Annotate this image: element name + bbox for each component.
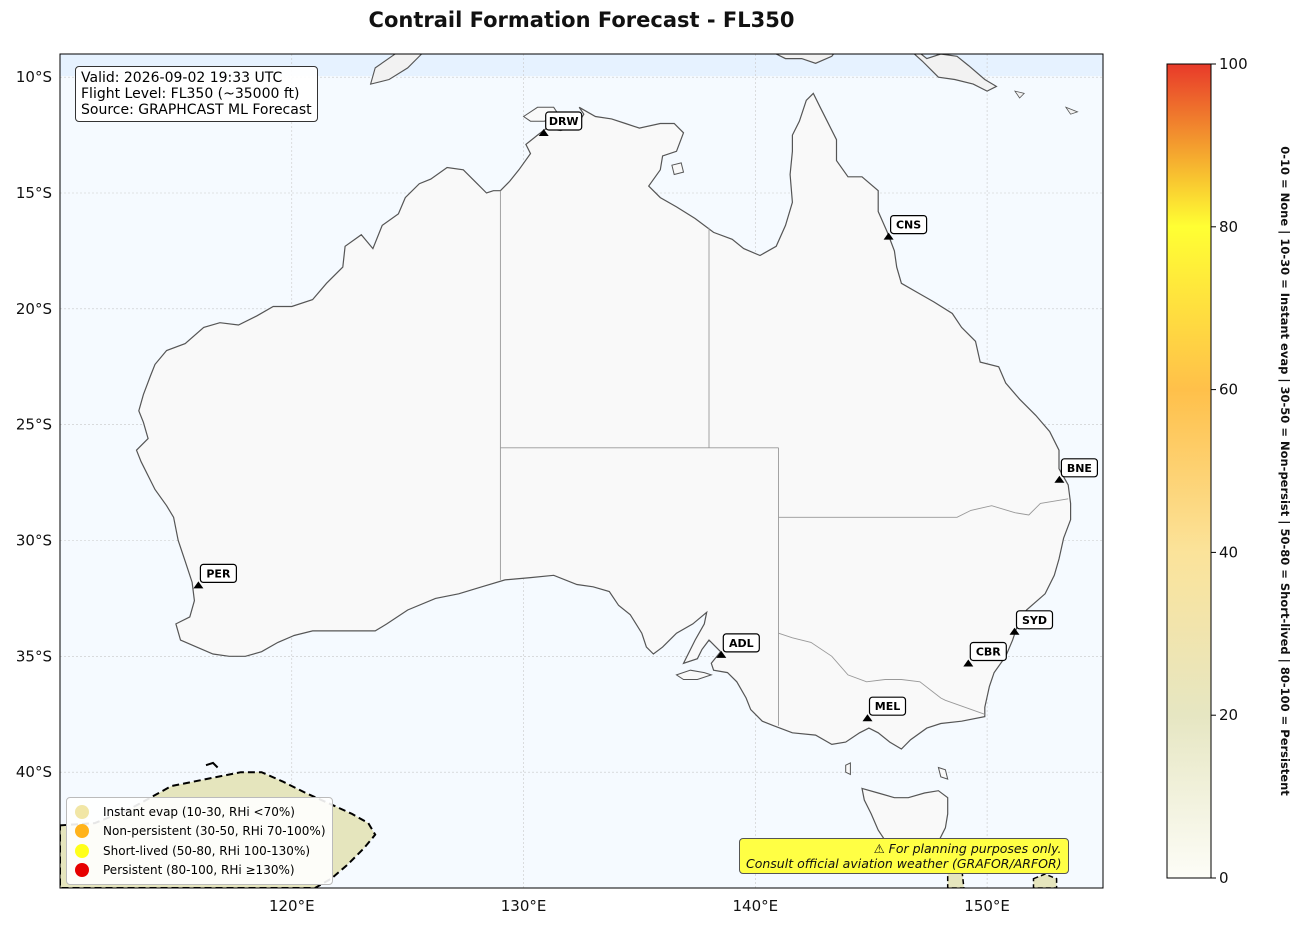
- lat-tick-label: 15°S: [16, 184, 52, 202]
- airport-bne[interactable]: BNE: [1054, 458, 1099, 483]
- airport-label-box: [1060, 458, 1099, 478]
- airport-marker-icon: [963, 659, 974, 667]
- legend-item-non-persistent: Non-persistent (30-50, RHi 70-100%): [75, 822, 326, 842]
- airport-marker-icon: [1009, 627, 1020, 635]
- disclaimer-line-2: Consult official aviation weather (GRAFO…: [746, 856, 1062, 871]
- australia-mainland: [135, 92, 1072, 750]
- airport-marker-icon: [883, 232, 894, 240]
- colorbar-tick-label: 60: [1219, 381, 1238, 399]
- colorbar-tick-label: 0: [1219, 869, 1229, 887]
- flinders-island: [937, 766, 949, 780]
- lon-tick-label: 130°E: [501, 897, 547, 915]
- legend-swatch: [75, 843, 89, 858]
- info-flight-level: Flight Level: FL350 (~35000 ft): [81, 86, 300, 102]
- info-valid: Valid: 2026-09-02 19:33 UTC: [81, 70, 283, 86]
- lon-tick-label: 140°E: [733, 897, 779, 915]
- lat-tick-label: 30°S: [16, 532, 52, 550]
- lon-tick-label: 120°E: [269, 897, 315, 915]
- lat-tick-label: 10°S: [16, 68, 52, 86]
- legend-swatch: [75, 863, 89, 878]
- legend-swatch: [75, 824, 89, 839]
- state-border-qld-nsw: [778, 498, 1069, 518]
- airport-label-box: [868, 696, 907, 716]
- info-source: Source: GRAPHCAST ML Forecast: [81, 102, 312, 118]
- top-band: [60, 54, 1103, 76]
- airport-label-box: [545, 111, 583, 131]
- airport-label-box: [969, 641, 1007, 662]
- airport-marker-icon: [716, 650, 727, 658]
- kangaroo-island: [675, 669, 713, 680]
- lon-tick-label: 150°E: [964, 897, 1010, 915]
- contrail-region-fragment: [205, 761, 219, 769]
- contrail-region-fragment: [1032, 873, 1058, 888]
- airport-label: ADL: [729, 637, 754, 650]
- airport-label: CNS: [896, 219, 921, 232]
- airport-adl[interactable]: ADL: [716, 633, 760, 658]
- airport-label: CBR: [976, 646, 1001, 659]
- chart-title: Contrail Formation Forecast - FL350: [368, 8, 795, 32]
- lat-tick-label: 40°S: [16, 763, 52, 781]
- legend-item-persistent: Persistent (80-100, RHi ≥130%): [75, 861, 326, 881]
- airport-label: PER: [206, 567, 231, 580]
- airport-label: DRW: [549, 115, 579, 128]
- lat-tick-label: 35°S: [16, 647, 52, 665]
- legend-swatch: [75, 804, 89, 819]
- airport-label: MEL: [875, 700, 900, 713]
- colorbar-tick-label: 40: [1219, 543, 1238, 561]
- airport-marker-icon: [193, 581, 204, 589]
- legend-label: Short-lived (50-80, RHi 100-130%): [103, 843, 311, 858]
- colorbar-tick-label: 20: [1219, 706, 1238, 724]
- king-island: [845, 762, 851, 776]
- airport-label-box: [889, 215, 928, 235]
- small-island: [1064, 106, 1079, 115]
- airport-cbr[interactable]: CBR: [963, 641, 1007, 667]
- legend-label: Non-persistent (30-50, RHi 70-100%): [103, 824, 326, 839]
- lat-tick-label: 25°S: [16, 416, 52, 434]
- airport-label: SYD: [1022, 614, 1047, 627]
- airport-syd[interactable]: SYD: [1009, 610, 1054, 635]
- airport-marker-icon: [538, 129, 549, 136]
- colorbar-tick-label: 100: [1219, 55, 1248, 73]
- legend-label: Instant evap (10-30, RHi <70%): [103, 804, 295, 819]
- new-guinea: [775, 54, 998, 92]
- legend-item-short-lived: Short-lived (50-80, RHi 100-130%): [75, 841, 326, 861]
- legend-item-instant-evap: Instant evap (10-30, RHi <70%): [75, 802, 326, 822]
- airport-per[interactable]: PER: [193, 563, 237, 589]
- timor: [369, 54, 424, 85]
- disclaimer-line-1: ⚠ For planning purposes only.: [873, 841, 1062, 856]
- small-island: [1013, 90, 1025, 99]
- legend: Instant evap (10-30, RHi <70%) Non-persi…: [66, 797, 333, 885]
- colorbar-label: 0-10 = None | 10-30 = Instant evap | 30-…: [1278, 146, 1292, 796]
- legend-label: Persistent (80-100, RHi ≥130%): [103, 863, 295, 878]
- airport-marker-icon: [862, 714, 873, 722]
- lat-tick-label: 20°S: [16, 300, 52, 318]
- airport-label-box: [199, 563, 237, 584]
- map-frame: [59, 53, 1104, 889]
- airport-drw[interactable]: DRW: [538, 111, 583, 136]
- airport-label-box: [722, 633, 760, 653]
- groote-eylandt: [671, 162, 685, 176]
- airport-cns[interactable]: CNS: [883, 215, 928, 240]
- colorbar: [1166, 63, 1212, 879]
- disclaimer-box: ⚠ For planning purposes only. Consult of…: [739, 838, 1069, 874]
- colorbar-label-container: 0-10 = None | 10-30 = Instant evap | 30-…: [1268, 64, 1302, 878]
- airport-mel[interactable]: MEL: [862, 696, 907, 722]
- airport-label-box: [1015, 610, 1054, 630]
- southern-new-guinea: [644, 33, 723, 52]
- airport-label: BNE: [1067, 462, 1092, 475]
- colorbar-tick-label: 80: [1219, 218, 1238, 236]
- airport-marker-icon: [1054, 475, 1065, 483]
- state-border-nsw-vic: [778, 632, 985, 715]
- info-box: Valid: 2026-09-02 19:33 UTC Flight Level…: [75, 66, 318, 122]
